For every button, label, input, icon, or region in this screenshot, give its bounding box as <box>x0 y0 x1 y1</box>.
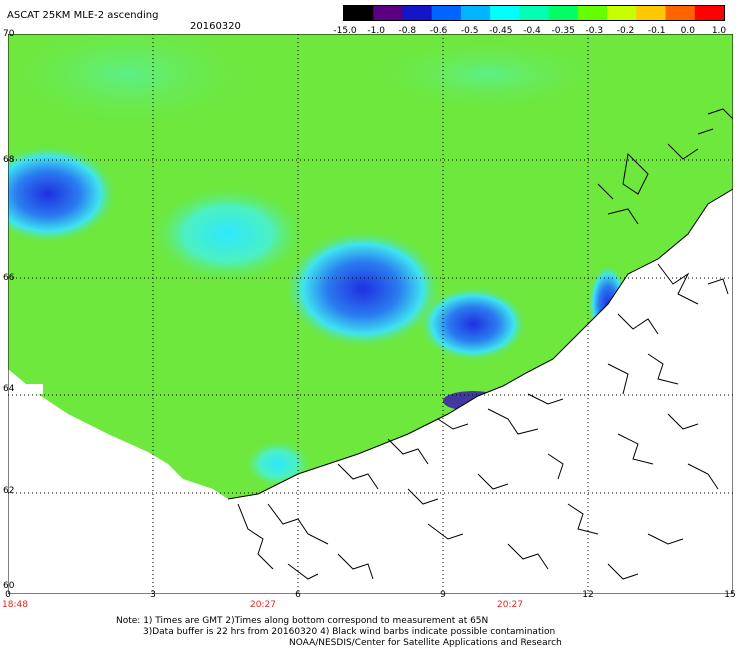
colorbar-label: -0.45 <box>489 26 513 36</box>
colorbar-label: -0.5 <box>460 26 479 36</box>
colorbar-label: -0.2 <box>616 26 635 36</box>
lat-label: 66 <box>3 273 15 283</box>
colorbar <box>343 5 725 21</box>
colorbar-label: -1.0 <box>367 26 385 36</box>
ocean-field <box>8 34 733 499</box>
colorbar-segment <box>373 6 403 20</box>
time-label: 20:27 <box>497 600 523 610</box>
lon-label: 12 <box>582 590 594 600</box>
lat-label: 68 <box>3 155 15 165</box>
colorbar-label: -0.3 <box>585 26 604 36</box>
product-title: ASCAT 25KM MLE-2 ascending <box>7 10 159 21</box>
footer-note: Note: 1) Times are GMT 2)Times along bot… <box>116 616 489 626</box>
lon-label: 3 <box>150 590 156 600</box>
colorbar-label: 1.0 <box>711 26 727 36</box>
colorbar-segment <box>694 6 724 20</box>
colorbar-label: -0.6 <box>429 26 448 36</box>
time-label: 20:27 <box>250 600 276 610</box>
lat-label: 62 <box>3 486 15 496</box>
lat-label: 60 <box>3 581 15 591</box>
colorbar-segment <box>665 6 696 20</box>
colorbar-segment <box>460 6 491 20</box>
low-mle-area <box>283 229 443 349</box>
lon-label: 6 <box>295 590 301 600</box>
colorbar-segment <box>636 6 667 20</box>
colorbar-segment <box>607 6 637 20</box>
colorbar-segment <box>519 6 550 20</box>
lon-label: 9 <box>440 590 446 600</box>
graticule <box>8 34 733 594</box>
footer-credit: NOAA/NESDIS/Center for Satellite Applica… <box>289 638 562 648</box>
colorbar-label: -0.8 <box>398 26 417 36</box>
time-label: 18:48 <box>2 600 28 610</box>
colorbar-label: -0.35 <box>551 26 575 36</box>
colorbar-segment <box>344 6 374 20</box>
footer-note: 3)Data buffer is 22 hrs from 20160320 4)… <box>143 627 556 637</box>
colorbar-label: -15.0 <box>333 26 357 36</box>
lon-label: 0 <box>5 590 11 600</box>
coastline <box>227 108 733 580</box>
lat-label: 64 <box>3 384 15 394</box>
colorbar-segment <box>402 6 433 20</box>
colorbar-segment <box>577 6 608 20</box>
wind-map <box>8 34 733 594</box>
colorbar-segment <box>431 6 462 20</box>
lat-label: 70 <box>3 29 15 39</box>
colorbar-label: -0.1 <box>647 26 666 36</box>
low-mle-area <box>418 286 528 362</box>
lon-label: 15 <box>724 590 736 600</box>
colorbar-segment <box>490 6 520 20</box>
product-date: 20160320 <box>190 21 241 32</box>
low-mle-area <box>8 144 118 244</box>
colorbar-segment <box>548 6 579 20</box>
colorbar-label: 0.0 <box>680 26 695 36</box>
colorbar-label: -0.4 <box>523 26 541 36</box>
